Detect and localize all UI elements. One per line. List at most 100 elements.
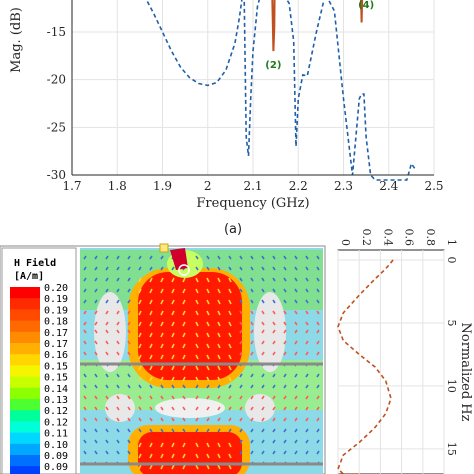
field-arrow	[228, 310, 232, 316]
field-arrow	[261, 299, 265, 304]
top-x-tick-label: 1.8	[108, 179, 127, 193]
field-arrow	[160, 299, 164, 305]
top-x-tick-label: 2.3	[334, 179, 353, 193]
field-arrow	[228, 406, 232, 411]
field-arrow	[316, 439, 320, 444]
field-arrow	[206, 354, 210, 360]
field-arrow	[127, 428, 131, 433]
field-arrow	[228, 395, 232, 400]
field-arrow	[239, 321, 243, 326]
field-arrow	[127, 310, 131, 315]
field-arrow	[149, 354, 153, 360]
field-arrow	[239, 288, 243, 293]
profile-axis-label: Normalized Hz	[458, 323, 473, 422]
field-arrow	[105, 395, 109, 400]
field-arrow	[294, 428, 298, 433]
field-arrow	[116, 406, 120, 411]
field-arrow	[182, 343, 186, 349]
field-arrow	[138, 464, 142, 470]
profile-top-tick-label: 0.2	[360, 229, 373, 247]
field-arrow	[272, 277, 276, 282]
top-x-ticks: 1.7 1.8 1.9 2 2.1 2.2 2.3 2.4 2.5	[62, 179, 443, 193]
field-arrow	[261, 340, 265, 345]
field-arrow	[116, 266, 120, 271]
profile-grid	[337, 250, 445, 474]
field-arrow	[316, 299, 320, 304]
field-arrow	[171, 343, 175, 349]
field-arrow	[294, 373, 298, 378]
legend-value: 0.18	[44, 317, 68, 328]
field-arrow	[160, 395, 164, 400]
field-arrow	[217, 354, 221, 360]
field-arrow	[250, 439, 254, 444]
field-arrow	[182, 428, 186, 433]
field-arrow	[149, 310, 153, 316]
field-arrow	[83, 299, 87, 304]
field-arrow	[182, 354, 186, 360]
field-arrow	[217, 299, 221, 305]
field-arrow	[272, 395, 276, 400]
top-x-tick-label: 1.7	[62, 179, 81, 193]
field-arrow	[239, 373, 243, 378]
field-arrow	[138, 365, 142, 371]
field-arrow	[127, 299, 131, 304]
field-arrow	[239, 299, 243, 304]
field-arrow	[171, 354, 175, 360]
field-arrow	[105, 428, 109, 433]
field-arrow	[127, 340, 131, 345]
field-arrow	[94, 266, 98, 271]
field-arrow	[127, 417, 131, 422]
field-arrow	[149, 266, 153, 271]
field-arrow	[261, 329, 265, 334]
field-arrow	[261, 450, 265, 455]
field-arrow	[94, 450, 98, 455]
subfigure-caption: (a)	[224, 222, 242, 237]
field-legend: H Field [A/m] 0.200.190.190.180.170.170.…	[1, 247, 77, 474]
field-arrow	[160, 384, 164, 389]
field-arrow	[228, 442, 232, 448]
field-arrow	[206, 255, 210, 260]
field-arrow	[283, 299, 287, 304]
field-arrow	[250, 310, 254, 315]
top-x-tick-label: 2.4	[379, 179, 398, 193]
top-x-tick-label: 1.9	[153, 179, 172, 193]
field-arrow	[195, 417, 199, 422]
field-arrow	[105, 406, 109, 411]
field-arrow	[171, 428, 175, 433]
field-arrow	[272, 310, 276, 315]
legend-value: 0.15	[44, 361, 68, 372]
profile-side-tick-label: 15	[445, 442, 458, 456]
field-arrow	[195, 395, 199, 400]
field-arrow	[250, 395, 254, 400]
field-arrow	[116, 288, 120, 293]
field-arrow	[171, 395, 175, 400]
field-arrow	[182, 332, 186, 338]
field-arrow	[182, 464, 186, 470]
field-arrow	[283, 428, 287, 433]
top-series-line-0	[145, 0, 417, 181]
field-arrow	[138, 384, 142, 389]
field-arrow	[171, 384, 175, 389]
field-arrow	[105, 310, 109, 315]
field-arrow	[195, 376, 199, 382]
top-y-tick-label: -15	[47, 25, 66, 39]
field-arrow	[316, 310, 320, 315]
top-x-axis-label: Frequency (GHz)	[196, 196, 309, 211]
field-arrow	[261, 439, 265, 444]
field-arrow	[160, 464, 164, 470]
field-arrow	[305, 310, 309, 315]
field-arrow	[105, 321, 109, 326]
field-arrow	[94, 277, 98, 282]
profile-plot-area	[337, 249, 445, 474]
field-arrow	[206, 406, 210, 411]
field-arrow	[316, 406, 320, 411]
field-arrow	[127, 395, 131, 400]
field-arrow	[217, 442, 221, 448]
field-arrow	[316, 373, 320, 378]
field-arrow	[149, 395, 153, 400]
field-arrow	[149, 321, 153, 327]
field-map-low-left-2	[105, 394, 135, 422]
field-arrow	[272, 417, 276, 422]
field-arrow	[83, 255, 87, 260]
field-arrow	[305, 329, 309, 334]
